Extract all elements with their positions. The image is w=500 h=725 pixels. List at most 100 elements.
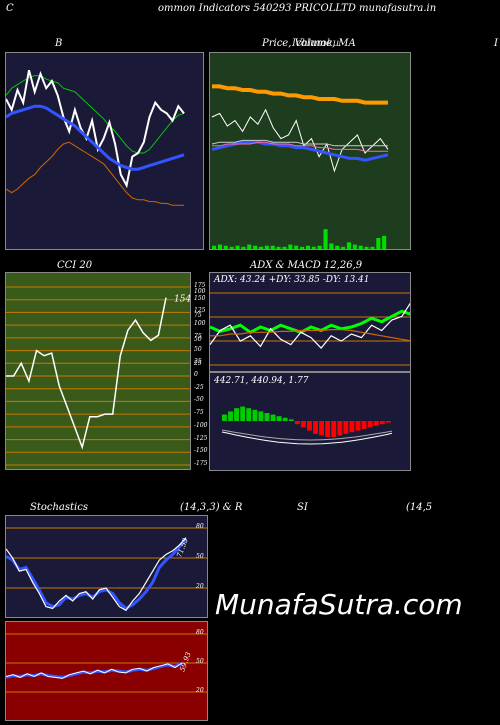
macd-histogram-bar	[319, 421, 324, 436]
macd-histogram-bar	[276, 416, 282, 421]
macd-histogram-bar	[222, 414, 227, 421]
cci-panel: 154	[5, 272, 191, 470]
rsi-params: (14,5	[406, 502, 433, 513]
macd-histogram-bar	[294, 421, 300, 425]
cci-tick-label: 75	[194, 332, 202, 340]
macd-histogram-bar	[361, 421, 367, 429]
macd-histogram-bar	[349, 421, 355, 433]
bb-title: B	[55, 38, 63, 49]
volume-bar	[270, 245, 275, 249]
price-series-line	[212, 84, 388, 105]
cci-tick-label: -175	[194, 460, 208, 467]
rsi-title: SI	[297, 502, 308, 513]
macd-panel: 442.71, 440.94, 1.77	[209, 372, 411, 471]
volume-bar	[247, 244, 252, 249]
volume-bar	[253, 245, 258, 249]
macd-histogram-bar	[313, 421, 318, 434]
volume-bar	[352, 244, 357, 249]
macd-histogram-bar	[307, 421, 312, 431]
cci-tick-label: 150	[194, 294, 206, 302]
bollinger-panel	[5, 52, 204, 250]
macd-histogram-bar	[252, 409, 258, 421]
volume-bar	[323, 229, 328, 249]
volume-bar	[311, 246, 316, 249]
volume-bar	[346, 242, 351, 249]
macd-histogram-bar	[385, 421, 391, 423]
volume-bar	[370, 246, 375, 249]
macd-histogram-bar	[337, 421, 343, 436]
cci-tick-label: -125	[194, 434, 208, 442]
cci-tick-label: 175	[194, 282, 206, 289]
adx-series-line	[210, 302, 410, 350]
volume-bar	[235, 245, 240, 249]
stoch-title: Stochastics	[30, 502, 88, 513]
macd-histogram-bar	[300, 421, 306, 428]
adx-tick-label: 100	[194, 288, 206, 295]
volume-bar	[329, 243, 334, 249]
rsi-tick-label: 20	[196, 687, 204, 694]
rsi-series-line	[6, 662, 183, 679]
macd-histogram-bar	[325, 421, 331, 437]
adx-tick-label: 75	[194, 312, 202, 319]
volume-bar	[288, 244, 293, 249]
price-series-line	[211, 140, 389, 162]
macd-histogram-bar	[240, 406, 246, 421]
macd-histogram-bar	[288, 419, 294, 421]
macd-histogram-bar	[246, 408, 252, 421]
volume-bar	[217, 244, 222, 249]
price-series-line	[211, 139, 388, 147]
bb-series-line	[6, 141, 184, 206]
volume-bar	[294, 245, 299, 249]
adx-tick-label: 25	[194, 360, 202, 367]
volume-bar	[276, 246, 281, 249]
volume-bar	[364, 246, 369, 249]
volume-bar	[241, 246, 246, 249]
cci-tick-label: 50	[194, 345, 202, 353]
price-panel	[209, 52, 411, 250]
stoch-panel: 71.53	[5, 515, 208, 618]
macd-signal-line	[221, 429, 393, 441]
cci-tick-label: 25	[194, 358, 202, 366]
cci-tick-label: -100	[194, 421, 208, 429]
macd-values: 442.71, 440.94, 1.77	[214, 376, 309, 386]
price-chart	[210, 53, 410, 249]
cci-title: CCI 20	[57, 260, 93, 271]
volume-bar	[229, 246, 234, 249]
price-series-line	[212, 141, 388, 152]
header-left-letter: C	[6, 3, 14, 14]
volume-bar	[300, 246, 305, 249]
macd-histogram-bar	[270, 414, 276, 421]
stoch-tick-label: 50	[196, 553, 204, 560]
rsi-panel: 59.93	[5, 621, 208, 721]
bb-series-line	[6, 69, 185, 189]
rsi-chart: 59.93	[6, 622, 207, 720]
volume-bar	[305, 245, 310, 249]
panel-background	[210, 273, 410, 371]
right-cut-title: I	[494, 38, 498, 49]
cci-line	[6, 297, 167, 450]
adx-tick-label: 50	[194, 336, 202, 343]
adx-panel: ADX: 43.24 +DY: 33.85 -DY: 13.41	[209, 272, 411, 372]
macd-histogram-bar	[343, 421, 349, 434]
rsi-tick-label: 80	[196, 629, 204, 636]
macd-histogram-bar	[258, 411, 264, 421]
macd-histogram-bar	[282, 417, 288, 421]
macd-histogram-bar	[234, 408, 239, 421]
macd-line	[221, 431, 393, 445]
macd-histogram-bar	[367, 421, 373, 428]
macd-histogram-bar	[331, 421, 337, 437]
bollinger-chart	[6, 53, 203, 249]
cci-tick-label: 125	[194, 307, 206, 315]
volume-bar	[317, 245, 322, 249]
macd-histogram-bar	[355, 421, 361, 431]
macd-histogram-bar	[264, 413, 270, 421]
macd-histogram-bar	[228, 411, 233, 421]
cci-tick-label: -50	[194, 396, 204, 404]
cci-chart: 154	[6, 273, 190, 469]
volume-bar	[335, 245, 340, 249]
bb-series-line	[6, 104, 185, 171]
cci-tick-label: 0	[194, 371, 198, 378]
rsi-tick-label: 50	[196, 658, 204, 665]
price-overlap-title: Ichimoku	[292, 38, 340, 49]
macd-histogram-bar	[379, 421, 385, 425]
